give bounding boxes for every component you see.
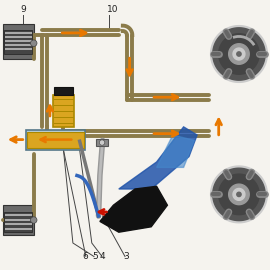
Polygon shape <box>237 52 241 56</box>
Circle shape <box>99 140 105 145</box>
Polygon shape <box>237 192 241 197</box>
Bar <box>26 130 85 150</box>
Polygon shape <box>100 186 167 232</box>
Bar <box>5 40 32 42</box>
Polygon shape <box>219 34 259 74</box>
Bar <box>3 24 34 59</box>
Polygon shape <box>213 28 265 80</box>
Circle shape <box>31 217 37 223</box>
Text: 4: 4 <box>100 252 106 261</box>
Polygon shape <box>119 127 197 189</box>
Bar <box>5 48 32 50</box>
Bar <box>5 223 32 225</box>
Polygon shape <box>211 166 267 223</box>
Bar <box>5 228 32 230</box>
Bar <box>53 94 74 127</box>
Bar <box>54 87 73 94</box>
Bar <box>5 219 32 221</box>
Text: 10: 10 <box>107 5 118 14</box>
Bar <box>5 214 32 216</box>
Polygon shape <box>157 135 194 167</box>
Bar <box>96 139 108 146</box>
Bar <box>5 32 32 34</box>
Text: 3: 3 <box>123 252 129 261</box>
Polygon shape <box>229 44 249 64</box>
Bar <box>5 44 32 46</box>
Polygon shape <box>233 188 245 200</box>
Polygon shape <box>211 26 267 82</box>
Polygon shape <box>213 168 265 221</box>
Bar <box>4 30 32 54</box>
Circle shape <box>31 40 37 46</box>
Polygon shape <box>229 184 249 205</box>
Text: 5: 5 <box>92 252 97 261</box>
Polygon shape <box>219 174 259 215</box>
Polygon shape <box>233 48 245 60</box>
Text: 6: 6 <box>82 252 88 261</box>
Bar <box>4 212 32 232</box>
Text: 9: 9 <box>20 5 26 14</box>
Bar <box>3 205 34 235</box>
Bar <box>5 36 32 38</box>
Bar <box>27 132 84 148</box>
